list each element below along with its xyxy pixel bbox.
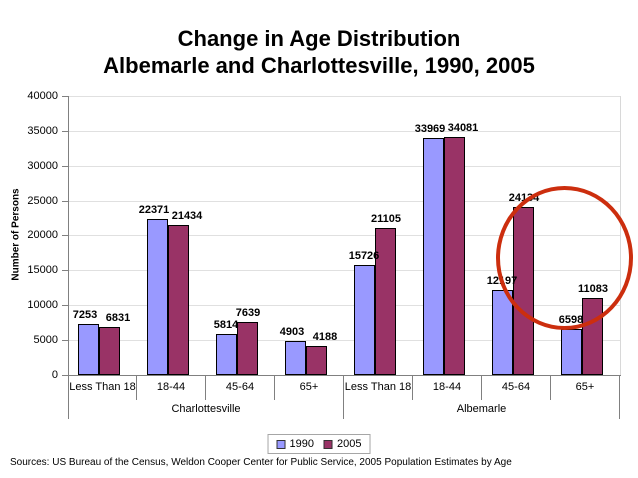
bar-value-label: 5814 <box>213 319 239 331</box>
x-axis-line <box>68 375 621 376</box>
y-tick-label: 0 <box>51 369 58 381</box>
y-tick-label: 10000 <box>27 299 58 311</box>
category-cell: 15726 21105 <box>344 96 413 375</box>
gridline <box>68 305 620 306</box>
bar-value-label: 24134 <box>508 192 540 204</box>
bar-2005 <box>99 327 120 375</box>
bar-value-label: 12197 <box>486 275 518 287</box>
gridline <box>68 340 620 341</box>
bar-2005 <box>513 207 534 375</box>
gridline <box>68 201 620 202</box>
y-tick-label: 20000 <box>27 229 58 241</box>
bar-2005 <box>237 322 258 375</box>
bar-value-label: 22371 <box>138 204 170 216</box>
legend-swatch-icon <box>324 439 333 449</box>
gridline <box>68 166 620 167</box>
category-label: 65+ <box>275 376 344 400</box>
legend-item: 1990 <box>276 438 314 450</box>
category-cell: 12197 24134 <box>482 96 551 375</box>
bar-value-label: 7253 <box>72 309 98 321</box>
category-cell: 7253 6831 <box>68 96 137 375</box>
y-tick-mark <box>62 96 68 97</box>
category-label: Less Than 18 <box>344 376 413 400</box>
y-tick-label: 40000 <box>27 90 58 102</box>
y-tick-label: 35000 <box>27 125 58 137</box>
y-tick-mark <box>62 305 68 306</box>
group-axis: Charlottesville Albemarle <box>68 400 620 419</box>
y-tick-mark <box>62 131 68 132</box>
chart-title-line2: Albemarle and Charlottesville, 1990, 200… <box>103 53 535 78</box>
chart-title: Change in Age Distribution Albemarle and… <box>0 25 638 79</box>
bar-2005 <box>375 228 396 375</box>
bar-1990 <box>78 324 99 375</box>
gridline <box>68 235 620 236</box>
y-tick-mark <box>62 270 68 271</box>
category-label: 45-64 <box>206 376 275 400</box>
category-label: 18-44 <box>137 376 206 400</box>
legend-swatch-icon <box>276 439 286 449</box>
bar-1990 <box>423 138 444 375</box>
group-label: Charlottesville <box>68 400 344 419</box>
plot-right-border <box>620 96 621 375</box>
category-axis: Less Than 18 18-44 45-64 65+ Less Than 18 18-… <box>68 376 620 400</box>
bar-value-label: 4903 <box>279 326 305 338</box>
source-note: Sources: US Bureau of the Census, Weldon… <box>10 457 512 468</box>
bar-2005 <box>168 225 189 375</box>
category-cell: 33969 34081 <box>413 96 482 375</box>
bar-value-label: 34081 <box>447 122 479 134</box>
chart-title-line1: Change in Age Distribution <box>177 26 461 51</box>
y-tick-mark <box>62 235 68 236</box>
bar-value-label: 21105 <box>371 213 401 225</box>
bar-value-label: 6598 <box>558 314 584 326</box>
y-tick-label: 5000 <box>33 334 58 346</box>
y-tick-label: 15000 <box>27 264 58 276</box>
category-label: 18-44 <box>413 376 482 400</box>
category-cell: 22371 21434 <box>137 96 206 375</box>
category-cell: 5814 7639 <box>206 96 275 375</box>
gridline <box>68 270 620 271</box>
bars-area: 7253 6831 22371 21434 5814 7639 4903 4188 15726 2… <box>68 96 620 375</box>
bar-value-label: 7639 <box>235 307 261 319</box>
y-tick-mark <box>62 201 68 202</box>
y-tick-mark <box>62 340 68 341</box>
bar-2005 <box>306 346 327 375</box>
category-cell: 6598 11083 <box>551 96 620 375</box>
legend: 1990 2005 <box>267 434 371 454</box>
bar-1990 <box>216 334 237 375</box>
y-tick-mark <box>62 375 68 376</box>
group-label: Albemarle <box>344 400 620 419</box>
category-label: 45-64 <box>482 376 551 400</box>
category-label: 65+ <box>551 376 620 400</box>
bar-value-label: 6831 <box>105 312 131 324</box>
y-axis-line <box>68 96 69 376</box>
legend-label: 1990 <box>289 438 314 450</box>
y-tick-label: 25000 <box>27 195 58 207</box>
gridline <box>68 96 620 97</box>
legend-item: 2005 <box>324 438 361 450</box>
bar-value-label: 21434 <box>171 210 203 222</box>
y-tick-label: 30000 <box>27 160 58 172</box>
bar-value-label: 15726 <box>348 250 380 262</box>
legend-label: 2005 <box>337 438 362 450</box>
bar-1990 <box>354 265 375 375</box>
bar-2005 <box>582 298 603 375</box>
gridline <box>68 131 620 132</box>
category-label: Less Than 18 <box>68 376 137 400</box>
bar-1990 <box>492 290 513 375</box>
y-tick-mark <box>62 166 68 167</box>
category-cell: 4903 4188 <box>275 96 344 375</box>
bar-1990 <box>285 341 306 375</box>
bar-value-label: 4188 <box>312 331 338 343</box>
bar-1990 <box>147 219 168 375</box>
bar-value-label: 33969 <box>414 123 446 135</box>
bar-1990 <box>561 329 582 375</box>
bar-value-label: 11083 <box>578 283 608 295</box>
bar-2005 <box>444 137 465 375</box>
